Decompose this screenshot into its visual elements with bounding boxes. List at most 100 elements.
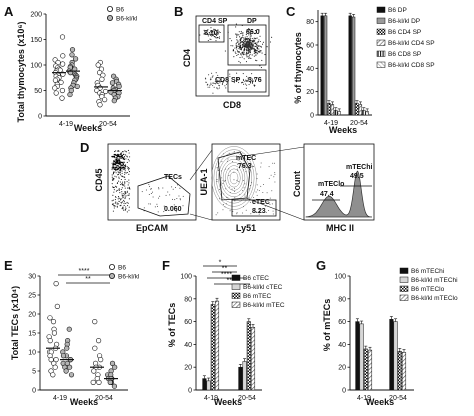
flow-event: [251, 82, 254, 84]
flow-event: [203, 33, 205, 35]
flow-event: [118, 200, 120, 202]
flow-event: [120, 157, 122, 159]
panel-letter-d: D: [80, 140, 89, 155]
flow-event: [251, 81, 254, 83]
flow-event: [262, 191, 264, 193]
flow-event: [122, 185, 124, 187]
flow-event: [125, 202, 127, 204]
panel-c-legend-entry: B6-kl/kl CD4 SP: [388, 40, 435, 47]
flow-event: [216, 81, 218, 83]
panel-c-legend-swatch: [376, 28, 386, 35]
flow-event: [235, 26, 237, 28]
flow-event: [210, 78, 212, 80]
gate-tecs-value: 0.060: [164, 206, 182, 213]
connector-d2-bottom: [245, 197, 305, 221]
flow-event: [235, 42, 237, 45]
flow-event: [127, 184, 129, 186]
flow-event: [274, 162, 276, 164]
panel-f-bar: [210, 304, 215, 391]
panel-a-data-point: [69, 47, 76, 53]
flow-event: [150, 188, 152, 190]
flow-event: [249, 40, 251, 43]
flow-event: [250, 57, 252, 59]
flow-event: [240, 53, 242, 55]
flow-event: [116, 160, 119, 163]
flow-event: [122, 166, 125, 168]
flow-event: [244, 37, 246, 39]
flow-event: [241, 163, 243, 165]
flow-event: [238, 31, 240, 33]
flow-event: [219, 31, 221, 34]
panel-a-data-point: [116, 83, 122, 90]
flow-event: [241, 47, 243, 49]
flow-event: [121, 208, 123, 210]
flow-event: [241, 37, 243, 39]
flow-event: [117, 180, 120, 182]
flow-event: [250, 35, 252, 37]
flow-event: [242, 73, 244, 75]
flow-event: [112, 161, 114, 163]
flow-event: [252, 45, 254, 47]
flow-event: [116, 203, 118, 205]
flow-event: [243, 51, 245, 53]
flow-event: [239, 57, 241, 59]
flow-event: [260, 162, 262, 164]
panel-a-data-point: [111, 98, 117, 104]
flow-event: [249, 46, 251, 49]
panel-e-data-point: [50, 319, 57, 325]
flow-event: [244, 81, 246, 83]
panel-a-data-point: [59, 95, 65, 101]
flow-event: [207, 86, 209, 88]
flow-event: [112, 167, 114, 169]
flow-contour: [220, 158, 248, 198]
flow-event: [249, 39, 251, 41]
panel-g-ytick-label: 80: [338, 296, 346, 303]
flow-event: [150, 192, 152, 194]
flow-event: [113, 171, 115, 173]
panel-a-data-point: [67, 91, 73, 98]
flow-event: [236, 39, 238, 41]
panel-d: D CD45 TECs 0.060 EpCAM UEA-1 mTEC 76.3 …: [80, 140, 375, 233]
flow-event: [215, 72, 217, 74]
flow-event: [236, 78, 238, 80]
flow-event: [248, 84, 250, 86]
flow-event: [210, 77, 212, 79]
panel-e-data-point: [96, 379, 102, 386]
flow-event: [212, 82, 214, 84]
flow-event: [256, 194, 258, 196]
panel-c-legend: B6 DP B6-kl/kl DP B6 CD4 SP B6-kl/kl CD4 SP…: [376, 6, 435, 69]
flow-event: [248, 78, 250, 80]
panel-a-data-point: [72, 56, 79, 62]
flow-event: [247, 45, 249, 47]
flow-event: [242, 206, 244, 208]
flow-event: [248, 57, 250, 59]
flow-event: [229, 38, 231, 40]
flow-event: [118, 188, 120, 190]
flow-event: [124, 198, 126, 200]
flow-event: [123, 192, 125, 195]
panel-g-legend-entry: B6-kl/kl mTEClo: [411, 295, 458, 302]
flow-event: [115, 160, 117, 162]
panel-letter-e: E: [4, 258, 13, 273]
legend-e-klkl-marker: [109, 272, 116, 279]
flow-event: [126, 191, 128, 193]
flow-event: [116, 202, 118, 204]
flow-event: [238, 47, 240, 49]
flow-event: [118, 170, 120, 172]
flow-event: [217, 79, 219, 81]
flow-event: [122, 194, 124, 196]
flow-event: [175, 211, 177, 213]
flow-event: [248, 46, 250, 48]
flow-event: [120, 170, 122, 172]
flow-event: [112, 165, 114, 167]
flow-event: [120, 164, 122, 166]
flow-event: [257, 51, 259, 53]
flow-event: [119, 181, 121, 183]
flow-event: [228, 168, 230, 170]
flow-event: [247, 39, 249, 41]
flow-event: [115, 196, 117, 199]
flow-event: [119, 167, 122, 169]
panel-letter-c: C: [286, 4, 296, 19]
flow-event: [211, 76, 214, 78]
flow-event: [243, 38, 245, 40]
